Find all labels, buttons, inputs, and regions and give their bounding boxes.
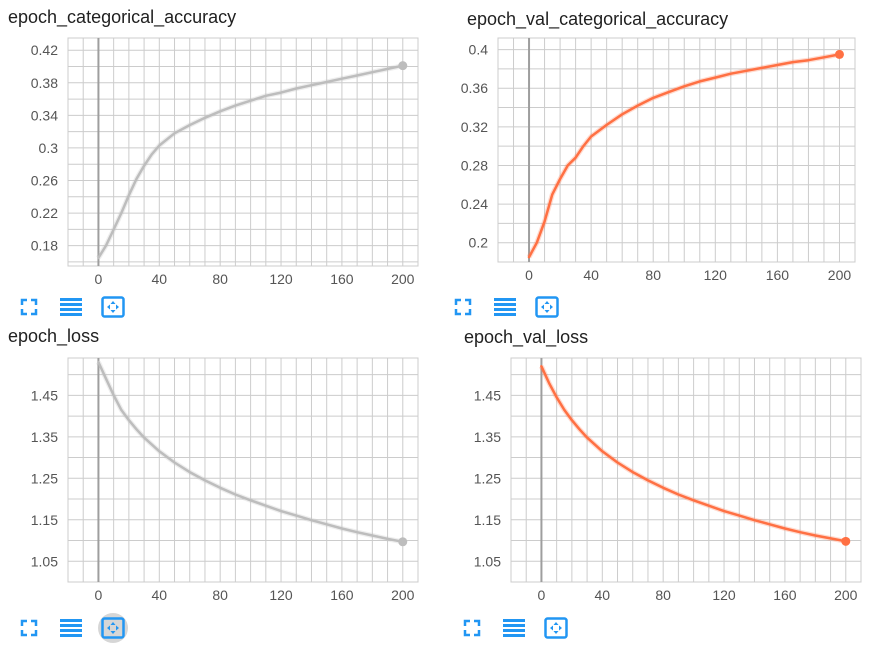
y-tick-label: 0.36	[461, 80, 488, 96]
y-tick-label: 1.05	[474, 553, 501, 569]
y-tick-label: 0.26	[31, 173, 58, 189]
y-tick-label: 0.34	[31, 107, 58, 123]
plot-border	[67, 37, 419, 267]
y-tick-label: 1.45	[31, 387, 58, 403]
x-tick-label: 40	[583, 267, 599, 283]
x-tick-label: 40	[595, 587, 611, 603]
x-tick-label: 120	[269, 587, 293, 603]
data-list-icon	[494, 298, 516, 316]
series-line	[540, 365, 848, 543]
expand-icon	[463, 619, 481, 637]
y-tick-label: 0.42	[31, 42, 58, 58]
expand-icon	[454, 298, 472, 316]
series-line	[527, 53, 841, 259]
chart-toolbar	[448, 292, 562, 322]
plot-border	[497, 37, 856, 263]
x-tick-label: 160	[766, 267, 790, 283]
y-tick-label: 1.25	[31, 470, 58, 486]
series-line	[97, 360, 405, 544]
x-tick-label: 80	[655, 587, 671, 603]
y-tick-label: 1.45	[474, 387, 501, 403]
data-list-icon	[60, 298, 82, 316]
chart-card-train-accuracy: epoch_categorical_accuracy 0 40 80 120 160 20…	[0, 0, 430, 320]
expand-icon	[20, 298, 38, 316]
plot-border	[67, 357, 419, 583]
series-endpoint	[398, 537, 408, 547]
x-tick-label: 0	[95, 271, 103, 287]
y-tick-label: 0.24	[461, 196, 488, 212]
chart-title: epoch_val_categorical_accuracy	[467, 9, 729, 29]
x-tick-label: 80	[212, 587, 228, 603]
fit-domain-icon	[535, 296, 559, 318]
series-endpoint	[834, 49, 844, 59]
y-tick-label: 1.05	[31, 553, 58, 569]
y-tick-label: 0.18	[31, 238, 58, 254]
chart-plot[interactable]: 0 40 80 120 160 200 0.2 0.24 0.28 0.32 0.36 0.4	[443, 0, 873, 300]
y-tick-label: 0.2	[469, 235, 489, 251]
y-tick-label: 0.4	[469, 42, 489, 58]
chart-plot[interactable]: 0 40 80 120 160 200 1.05 1.15 1.25 1.35 1.45	[443, 320, 873, 620]
fit-domain-button[interactable]	[541, 613, 571, 643]
y-tick-label: 0.28	[461, 157, 488, 173]
data-list-button[interactable]	[56, 292, 86, 322]
fit-domain-button[interactable]	[532, 292, 562, 322]
fit-domain-icon	[101, 296, 125, 318]
x-tick-label: 40	[152, 587, 168, 603]
x-tick-label: 80	[645, 267, 661, 283]
y-tick-label: 1.25	[474, 470, 501, 486]
x-tick-label: 0	[525, 267, 533, 283]
x-tick-label: 0	[538, 587, 546, 603]
data-list-icon	[503, 619, 525, 637]
chart-title: epoch_categorical_accuracy	[8, 7, 237, 27]
y-tick-label: 1.15	[31, 512, 58, 528]
data-list-button[interactable]	[56, 613, 86, 643]
fit-domain-button[interactable]	[98, 292, 128, 322]
chart-title: epoch_loss	[8, 326, 100, 346]
y-tick-label: 0.38	[31, 75, 58, 91]
x-tick-label: 0	[95, 587, 103, 603]
x-tick-label: 80	[212, 271, 228, 287]
x-tick-label: 120	[704, 267, 728, 283]
series-endpoint	[398, 61, 408, 71]
chart-card-train-loss: epoch_loss 0 40 80 120 160 200 1.05 1.15 1.25 1.3…	[0, 320, 430, 643]
x-tick-label: 200	[834, 587, 858, 603]
expand-icon	[20, 619, 38, 637]
x-tick-label: 120	[712, 587, 736, 603]
y-tick-label: 1.35	[31, 429, 58, 445]
y-tick-label: 0.32	[461, 119, 488, 135]
x-tick-label: 200	[828, 267, 852, 283]
x-tick-label: 160	[330, 587, 354, 603]
series-line	[97, 64, 405, 260]
fit-domain-icon	[544, 617, 568, 639]
series-endpoint	[841, 536, 851, 546]
data-list-button[interactable]	[499, 613, 529, 643]
chart-card-val-accuracy: epoch_val_categorical_accuracy 0 40 80 120 1…	[443, 0, 873, 320]
x-tick-label: 120	[269, 271, 293, 287]
fit-domain-icon	[101, 617, 125, 639]
y-tick-label: 1.15	[474, 512, 501, 528]
y-tick-label: 0.22	[31, 205, 58, 221]
expand-button[interactable]	[14, 613, 44, 643]
expand-button[interactable]	[14, 292, 44, 322]
x-tick-label: 160	[773, 587, 797, 603]
y-tick-label: 0.3	[39, 140, 59, 156]
chart-plot[interactable]: 0 40 80 120 160 200 0.18 0.22 0.26 0.3 0.34 0.38 0.4…	[0, 0, 430, 300]
data-list-button[interactable]	[490, 292, 520, 322]
x-tick-label: 40	[152, 271, 168, 287]
chart-title: epoch_val_loss	[464, 327, 589, 347]
expand-button[interactable]	[448, 292, 478, 322]
chart-toolbar	[14, 292, 128, 322]
chart-toolbar	[457, 613, 571, 643]
plot-border	[510, 357, 862, 583]
fit-domain-button[interactable]	[98, 613, 128, 643]
chart-toolbar	[14, 613, 128, 643]
expand-button[interactable]	[457, 613, 487, 643]
data-list-icon	[60, 619, 82, 637]
x-tick-label: 160	[330, 271, 354, 287]
y-tick-label: 1.35	[474, 429, 501, 445]
x-tick-label: 200	[391, 271, 415, 287]
chart-plot[interactable]: 0 40 80 120 160 200 1.05 1.15 1.25 1.35 1.45	[0, 320, 430, 620]
chart-card-val-loss: epoch_val_loss 0 40 80 120 160 200 1.05 1.15 1.2…	[443, 320, 873, 640]
x-tick-label: 200	[391, 587, 415, 603]
